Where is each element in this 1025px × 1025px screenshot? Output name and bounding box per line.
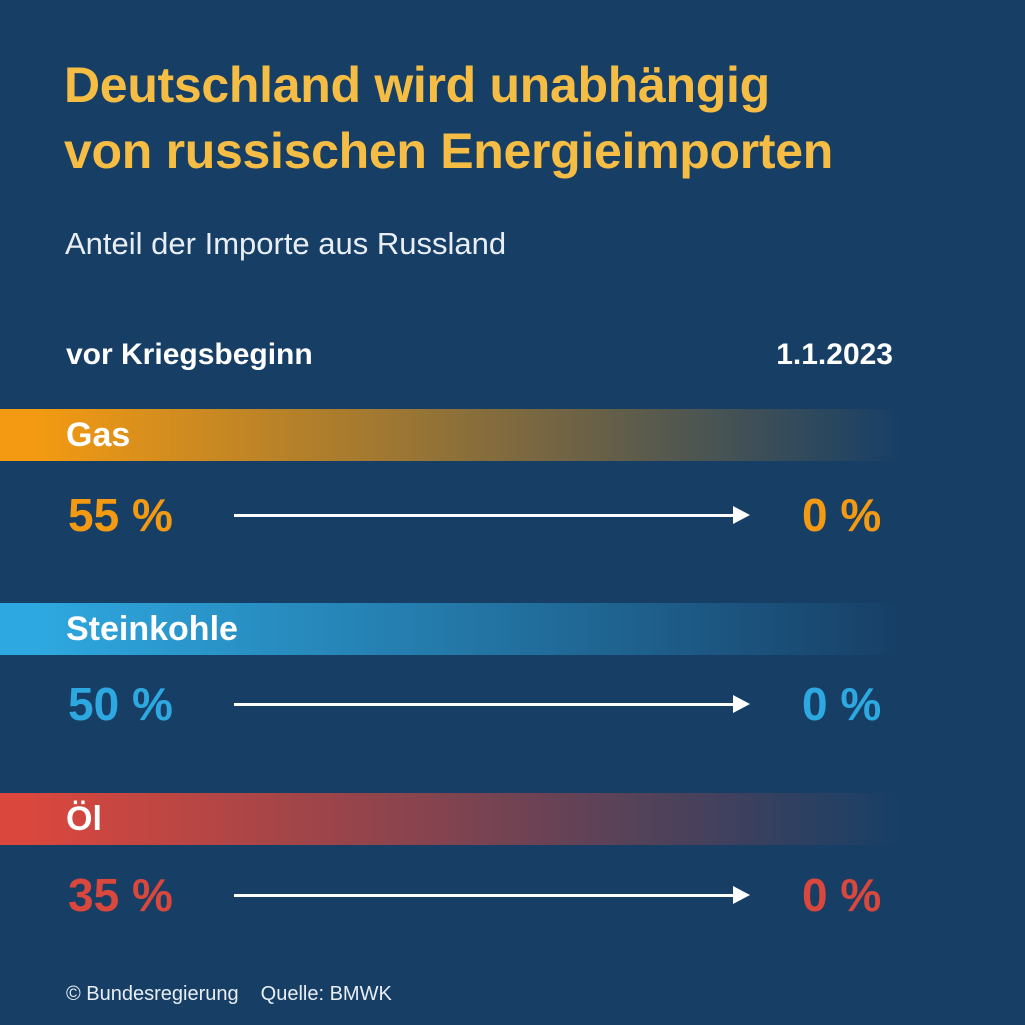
copyright: © Bundesregierung — [66, 983, 239, 1005]
title-line-1: Deutschland wird unabhängig — [64, 57, 770, 113]
page-title: Deutschland wird unabhängig von russisch… — [64, 52, 994, 184]
category-label: Gas — [66, 416, 131, 454]
arrow-right-icon — [733, 506, 750, 524]
value-before: 35 % — [68, 869, 173, 921]
column-header-after: 1.1.2023 — [776, 338, 893, 371]
column-header-before: vor Kriegsbeginn — [66, 338, 313, 371]
value-before: 55 % — [68, 489, 173, 541]
category-label: Öl — [66, 800, 102, 838]
value-after: 0 % — [802, 678, 882, 730]
arrow-line — [234, 514, 734, 517]
category-bar-oel: Öl — [0, 793, 900, 845]
arrow-line — [234, 703, 734, 706]
arrow-line — [234, 894, 734, 897]
category-bar-gas: Gas — [0, 409, 900, 461]
title-line-2: von russischen Energieimporten — [64, 123, 833, 179]
category-label: Steinkohle — [66, 610, 238, 648]
footer: © Bundesregierung Quelle: BMWK — [66, 983, 414, 1006]
value-after: 0 % — [802, 489, 882, 541]
category-bar-steinkohle: Steinkohle — [0, 603, 900, 655]
value-before: 50 % — [68, 678, 173, 730]
arrow-right-icon — [733, 886, 750, 904]
arrow-right-icon — [733, 695, 750, 713]
table-row: 55 % 0 % — [0, 485, 1025, 545]
table-row: 35 % 0 % — [0, 865, 1025, 925]
value-after: 0 % — [802, 869, 882, 921]
subtitle: Anteil der Importe aus Russland — [65, 226, 507, 261]
source: Quelle: BMWK — [260, 983, 392, 1005]
table-row: 50 % 0 % — [0, 674, 1025, 734]
